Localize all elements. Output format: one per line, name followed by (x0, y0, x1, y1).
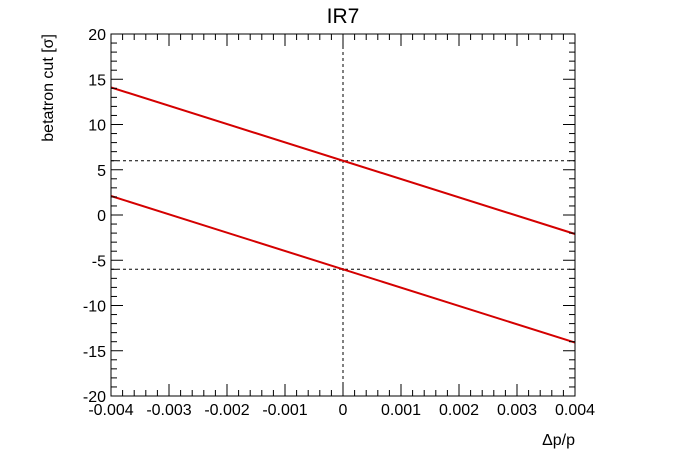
y-tick-label: 10 (88, 118, 106, 135)
y-tick-label: 15 (88, 72, 106, 89)
x-tick-labels: -0.004 -0.003 -0.002 -0.001 0 0.001 0.002 0.003… (88, 402, 595, 419)
x-tick-label: 0.003 (497, 402, 537, 419)
series-line-1 (110, 86, 576, 235)
chart-title: IR7 (327, 5, 360, 28)
y-tick-label: 20 (88, 27, 106, 44)
y-tick-labels: -20 -15 -10 -5 0 5 10 15 20 (83, 27, 106, 406)
y-tick-label: -5 (92, 253, 106, 270)
x-tick-label: -0.001 (262, 402, 307, 419)
x-tick-label: 0.001 (381, 402, 421, 419)
x-tick-label: 0 (339, 402, 348, 419)
y-tick-label: -15 (83, 344, 106, 361)
x-tick-label: 0.004 (555, 402, 595, 419)
axis-ticks (110, 33, 576, 397)
y-tick-label: -20 (83, 389, 106, 406)
reference-lines (111, 34, 575, 396)
x-axis-label: Δp/p (542, 432, 575, 449)
series-line-2 (110, 195, 576, 344)
y-axis-label: betatron cut [σ] (40, 34, 57, 142)
series-layer (110, 86, 576, 344)
x-tick-label: 0.002 (439, 402, 479, 419)
y-tick-label: 0 (97, 208, 106, 225)
x-tick-label: -0.004 (88, 402, 133, 419)
x-tick-label: -0.003 (146, 402, 191, 419)
y-tick-label: -10 (83, 299, 106, 316)
x-tick-label: -0.002 (204, 402, 249, 419)
y-tick-label: 5 (97, 163, 106, 180)
